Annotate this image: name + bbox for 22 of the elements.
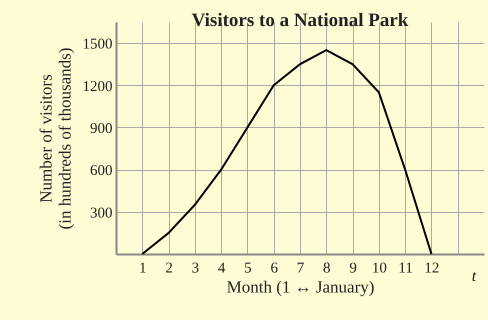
x-axis-title: Month (1 ↔ January): [226, 278, 374, 296]
y-tick-label: 1200: [82, 78, 112, 95]
x-tick-label: 11: [398, 260, 413, 276]
x-tick-label: 6: [270, 260, 278, 276]
line-series: [141, 49, 432, 255]
x-tick-label: 5: [244, 260, 252, 276]
x-tick-label: 4: [218, 260, 226, 276]
x-tick-label: 2: [165, 260, 173, 276]
x-tick-label: 8: [323, 260, 331, 276]
x-tick-label: 3: [192, 260, 200, 276]
y-tick-label: 600: [90, 163, 112, 180]
x-tick-label: 9: [349, 260, 357, 276]
y-tick-label: 300: [90, 205, 112, 222]
x-tick-label: 7: [296, 260, 305, 276]
y-axis-title: Number of visitors (in hundreds of thousands): [36, 48, 74, 230]
chart-title: Visitors to a National Park: [192, 10, 409, 31]
x-tick-label: 12: [424, 260, 440, 276]
x-tick-label: 1: [139, 260, 147, 276]
x-tick-label: 10: [372, 260, 387, 276]
y-tick-label: 900: [90, 120, 112, 137]
text: t: [472, 268, 477, 285]
y-tick-label: 1500: [82, 36, 112, 53]
